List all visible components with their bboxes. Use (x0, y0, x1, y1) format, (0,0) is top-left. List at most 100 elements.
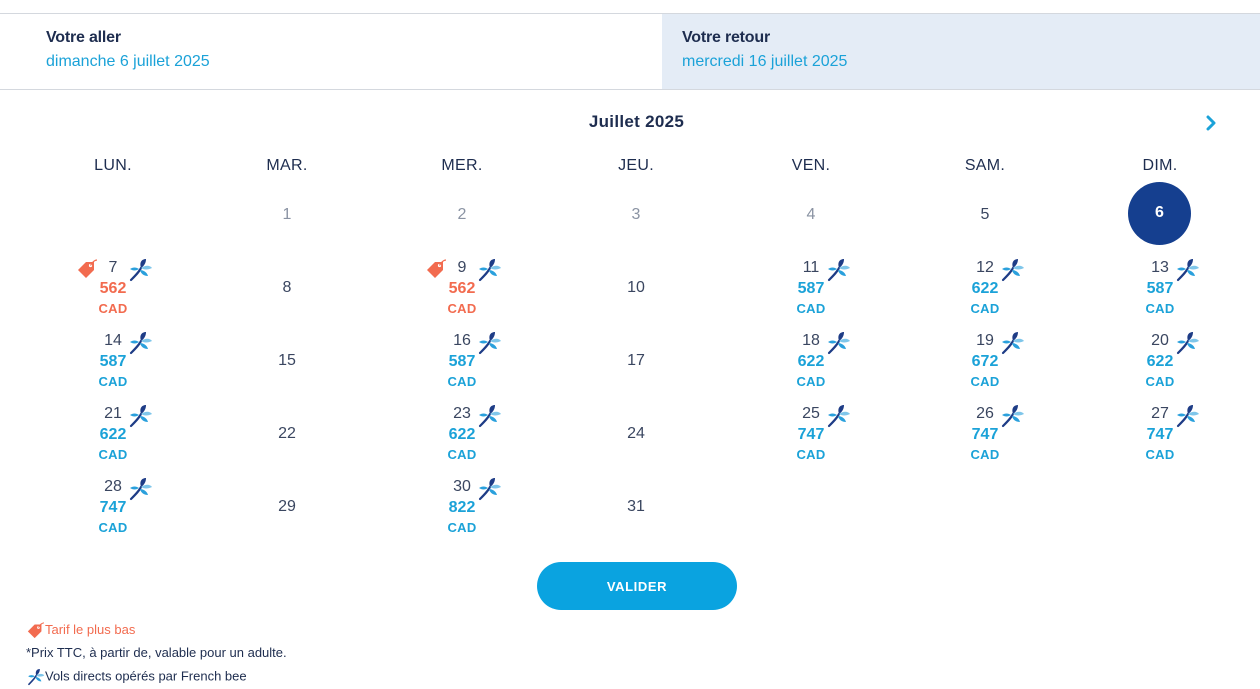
currency-label: CAD (970, 301, 1000, 316)
tab-return[interactable]: Votre retour mercredi 16 juillet 2025 (662, 14, 1260, 89)
calendar-day-29[interactable]: 29 (217, 478, 357, 548)
legend-price-note: *Prix TTC, à partir de, valable pour un … (26, 645, 287, 660)
currency-label: CAD (796, 447, 826, 462)
weekday-fri: VEN. (791, 157, 831, 174)
tab-outbound[interactable]: Votre aller dimanche 6 juillet 2025 (0, 14, 662, 89)
french-bee-icon (476, 477, 502, 501)
day-number: 11 (802, 259, 820, 276)
day-price: 562 (448, 280, 476, 297)
validate-button[interactable]: VALIDER (537, 562, 737, 610)
outbound-date: dimanche 6 juillet 2025 (46, 53, 210, 70)
french-bee-icon (999, 258, 1025, 282)
legend-direct-flights: Vols directs opérés par French bee (26, 668, 247, 686)
french-bee-icon (127, 477, 153, 501)
day-price: 747 (1146, 426, 1174, 443)
currency-label: CAD (447, 301, 477, 316)
day-price: 622 (448, 426, 476, 443)
outbound-label: Votre aller (46, 29, 121, 46)
day-price: 587 (797, 280, 825, 297)
calendar-day-14[interactable]: 14 587 CAD (43, 334, 183, 404)
day-price: 747 (797, 426, 825, 443)
calendar-day-28[interactable]: 28 747 CAD (43, 480, 183, 550)
calendar-day-3: 3 (566, 186, 706, 256)
calendar-day-24[interactable]: 24 (566, 405, 706, 475)
day-number: 30 (453, 478, 471, 495)
calendar-day-17[interactable]: 17 (566, 332, 706, 402)
calendar-day-22[interactable]: 22 (217, 405, 357, 475)
weekday-mon: LUN. (94, 157, 132, 174)
legend-direct-flights-text: Vols directs opérés par French bee (45, 668, 247, 684)
day-price: 747 (971, 426, 999, 443)
day-number: 14 (104, 332, 122, 349)
french-bee-icon (127, 258, 153, 282)
price-tag-icon (26, 622, 45, 639)
french-bee-icon (825, 404, 851, 428)
currency-label: CAD (98, 374, 128, 389)
day-number: 3 (631, 206, 641, 223)
day-number: 16 (453, 332, 471, 349)
calendar-day-12[interactable]: 12 622 CAD (915, 261, 1055, 331)
calendar-day-25[interactable]: 25 747 CAD (741, 407, 881, 477)
french-bee-icon (825, 258, 851, 282)
calendar-day-1: 1 (217, 186, 357, 256)
day-price: 622 (1146, 353, 1174, 370)
calendar-day-9[interactable]: 9 562 CAD (392, 261, 532, 331)
day-number: 9 (457, 259, 467, 276)
french-bee-icon (1174, 258, 1200, 282)
calendar-day-15[interactable]: 15 (217, 332, 357, 402)
french-bee-icon (476, 258, 502, 282)
calendar-day-8[interactable]: 8 (217, 259, 357, 329)
calendar-day-31[interactable]: 31 (566, 478, 706, 548)
day-price: 622 (971, 280, 999, 297)
calendar-day-13[interactable]: 13 587 CAD (1090, 261, 1230, 331)
currency-label: CAD (796, 301, 826, 316)
weekday-wed: MER. (441, 157, 483, 174)
calendar-day-5[interactable]: 5 (915, 186, 1055, 256)
currency-label: CAD (970, 374, 1000, 389)
day-number: 21 (104, 405, 122, 422)
day-number: 29 (278, 498, 296, 515)
french-bee-icon (26, 668, 45, 686)
next-month-button[interactable] (1200, 112, 1222, 134)
day-number: 23 (453, 405, 471, 422)
legend-lowest-fare-text: Tarif le plus bas (45, 622, 136, 637)
return-date: mercredi 16 juillet 2025 (682, 53, 848, 70)
calendar-day-21[interactable]: 21 622 CAD (43, 407, 183, 477)
day-number: 15 (278, 352, 296, 369)
day-price: 672 (971, 353, 999, 370)
day-price: 747 (99, 499, 127, 516)
french-bee-icon (1174, 331, 1200, 355)
calendar-day-19[interactable]: 19 672 CAD (915, 334, 1055, 404)
weekday-thu: JEU. (618, 157, 654, 174)
calendar-day-4: 4 (741, 186, 881, 256)
calendar-day-18[interactable]: 18 622 CAD (741, 334, 881, 404)
currency-label: CAD (447, 447, 477, 462)
french-bee-icon (127, 404, 153, 428)
return-label: Votre retour (682, 29, 770, 46)
selected-day-number: 6 (1155, 204, 1164, 221)
selected-day-6[interactable] (1128, 182, 1191, 245)
calendar-day-7[interactable]: 7 562 CAD (43, 261, 183, 331)
french-bee-icon (1174, 404, 1200, 428)
day-number: 25 (802, 405, 820, 422)
calendar-day-26[interactable]: 26 747 CAD (915, 407, 1055, 477)
currency-label: CAD (970, 447, 1000, 462)
calendar-day-20[interactable]: 20 622 CAD (1090, 334, 1230, 404)
day-number: 5 (980, 206, 990, 223)
day-number: 17 (627, 352, 645, 369)
day-number: 18 (802, 332, 820, 349)
calendar-day-10[interactable]: 10 (566, 259, 706, 329)
day-price: 587 (448, 353, 476, 370)
calendar-day-16[interactable]: 16 587 CAD (392, 334, 532, 404)
day-price: 822 (448, 499, 476, 516)
currency-label: CAD (1145, 301, 1175, 316)
calendar-day-27[interactable]: 27 747 CAD (1090, 407, 1230, 477)
weekday-tue: MAR. (266, 157, 308, 174)
day-number: 1 (282, 206, 292, 223)
calendar-day-30[interactable]: 30 822 CAD (392, 480, 532, 550)
currency-label: CAD (98, 301, 128, 316)
calendar-day-23[interactable]: 23 622 CAD (392, 407, 532, 477)
day-number: 12 (976, 259, 994, 276)
calendar-day-11[interactable]: 11 587 CAD (741, 261, 881, 331)
top-divider (0, 13, 1260, 14)
